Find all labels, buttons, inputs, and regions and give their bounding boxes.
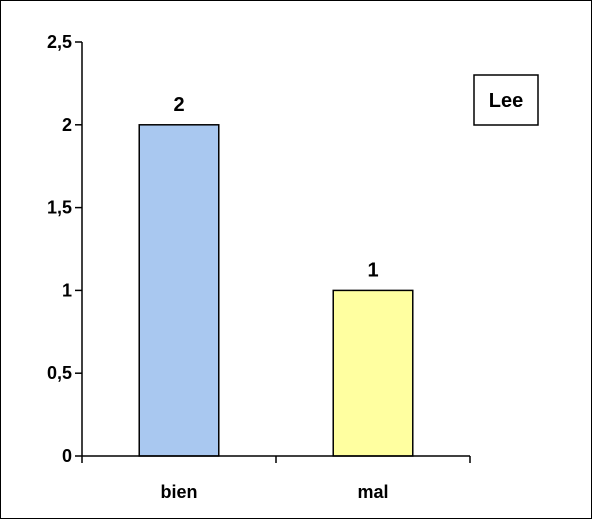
y-tick-label: 1,5 (47, 198, 72, 218)
y-tick-label: 2,5 (47, 32, 72, 52)
bar-bien (138, 124, 220, 457)
legend-label: Lee (489, 90, 523, 112)
y-tick-label: 2 (62, 115, 72, 135)
y-tick-label: 1 (62, 280, 72, 300)
legend: Lee (473, 74, 539, 126)
category-label-mal: mal (357, 482, 388, 502)
x-axis: bien mal (81, 455, 471, 502)
category-label-bien: bien (160, 482, 197, 502)
legend-box (473, 74, 539, 126)
y-tick-label: 0 (62, 446, 72, 466)
bars: 21 (138, 94, 414, 457)
data-label-bien: 2 (173, 94, 184, 116)
y-tick-label: 0,5 (47, 363, 72, 383)
bar-mal (332, 289, 414, 457)
y-axis: 0 0,5 1 1,5 2 2,5 (47, 32, 83, 466)
data-label-mal: 1 (367, 259, 378, 281)
